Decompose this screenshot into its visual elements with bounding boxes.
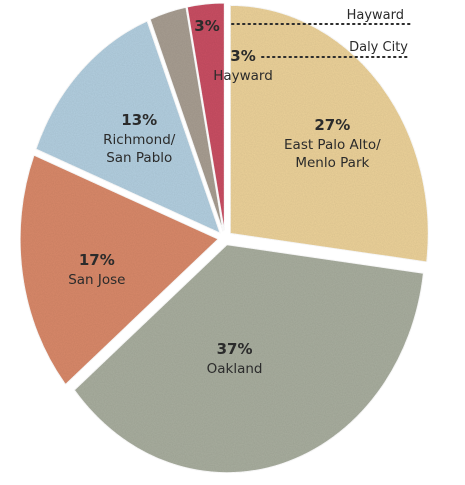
slice-label-3-line-1: San Pablo <box>106 150 172 166</box>
pie-slice-4 <box>149 6 224 232</box>
pie-slice-2 <box>19 154 219 386</box>
pie-labels: 27% East Palo Alto/Menlo Park 37% Oakland 17… <box>68 17 381 377</box>
callout-label-1: Daly City <box>349 40 408 55</box>
slice-percent-1: 37% <box>217 340 253 358</box>
slice-label-1-line-0: Oakland <box>207 361 263 377</box>
slice-percent-4: 3% <box>194 17 219 35</box>
slice-label-0-line-1: Menlo Park <box>295 155 369 171</box>
slice-percent-3: 13% <box>121 111 157 129</box>
callout-label-0: Hayward <box>347 8 404 23</box>
slice-percent-0: 27% <box>314 116 350 134</box>
pie-slice-0 <box>229 4 429 263</box>
slice-percent-2: 17% <box>79 251 115 269</box>
pie-slices <box>19 2 429 474</box>
pie-slice-3 <box>35 20 221 234</box>
pie-slice-1 <box>73 244 424 474</box>
slice-label-2-line-0: San Jose <box>68 272 125 288</box>
pie-slice-5 <box>186 2 225 232</box>
slice-label-0-line-0: East Palo Alto/ <box>284 137 381 153</box>
slice-percent-5: 3% <box>230 47 255 65</box>
slice-label-5-line-0: Hayward <box>213 68 273 84</box>
callouts: Hayward Daly City <box>231 8 411 58</box>
slice-label-3-line-0: Richmond/ <box>103 132 176 148</box>
